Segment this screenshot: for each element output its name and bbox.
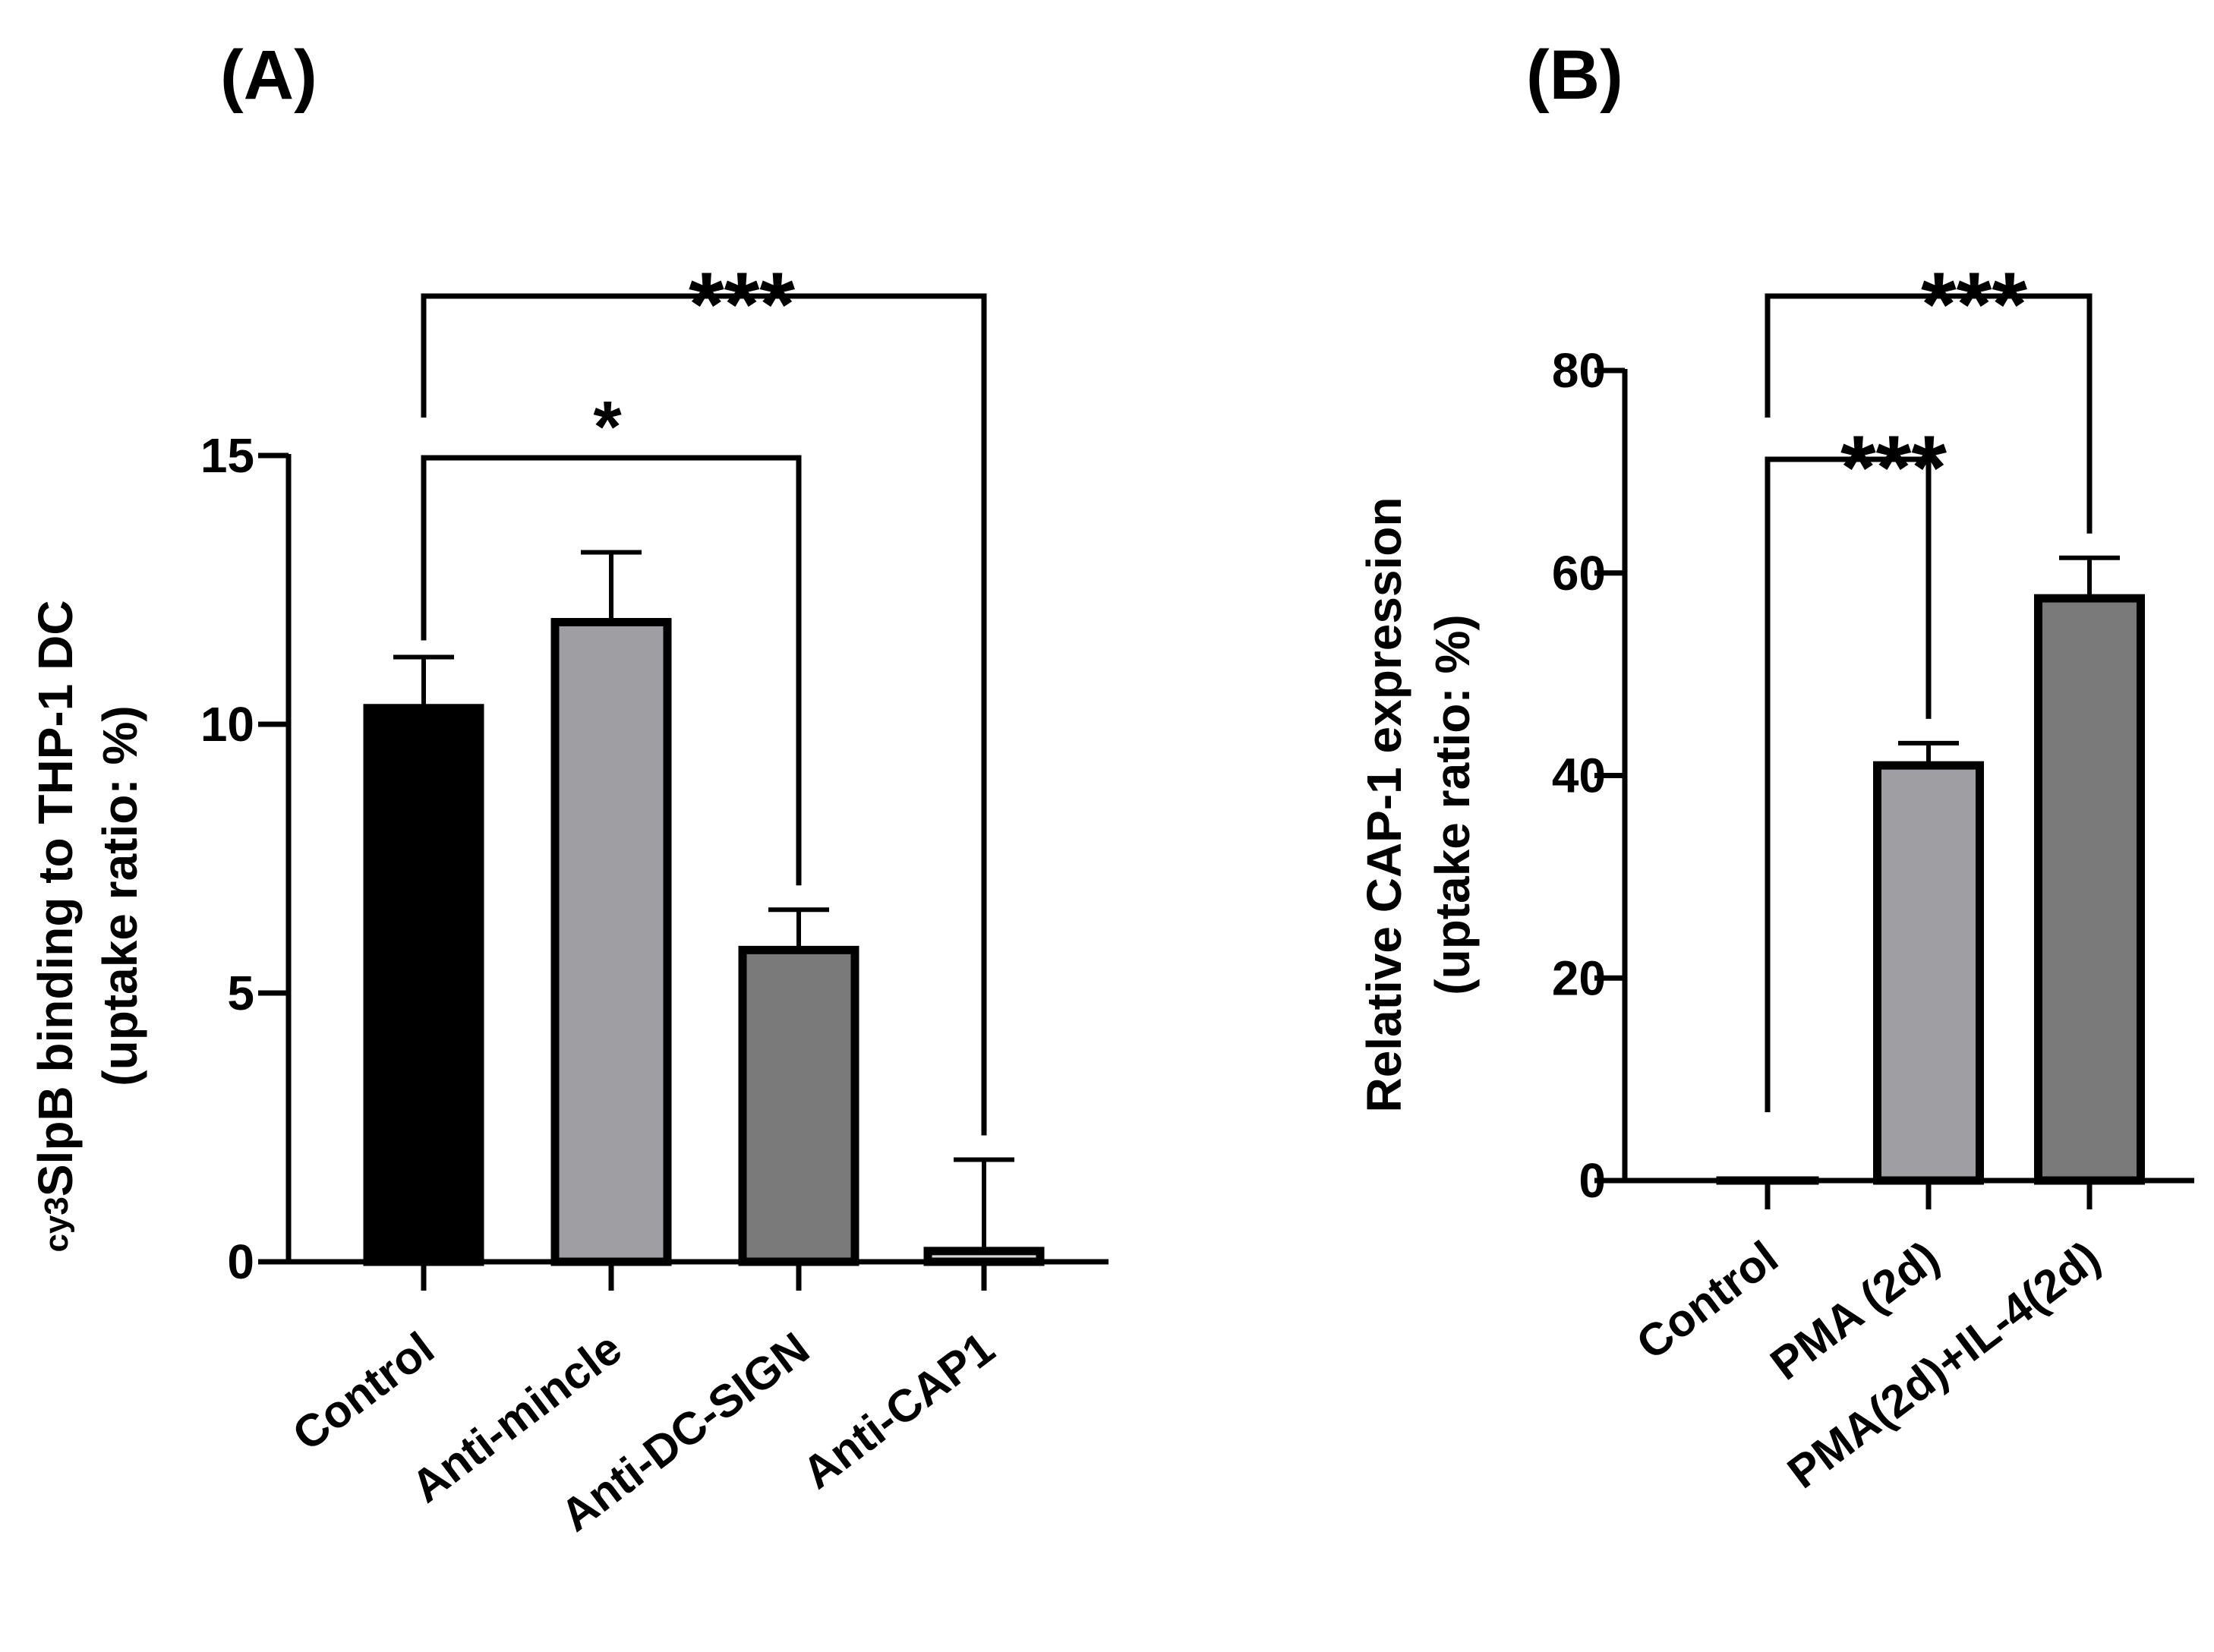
panel-a-y-tick-label: 15 <box>200 428 254 483</box>
panel-b-y-tick-label: 0 <box>1578 1153 1606 1208</box>
svg-text:cy3SlpB binding to THP-1 DC: cy3SlpB binding to THP-1 DC <box>28 600 83 1252</box>
panel-a-y-axis-label-line1: SlpB binding to THP-1 DC <box>28 600 83 1196</box>
panel-a: (A) cy3SlpB binding to THP-1 DC (uptake … <box>28 36 1109 1541</box>
panel-b-bar <box>1873 761 1984 1185</box>
panel-b-y-axis-label: Relative CAP-1 expression <box>1357 497 1411 1113</box>
panel-a-y-tick-label: 10 <box>200 697 254 752</box>
panel-b-y-tick-label: 40 <box>1552 749 1606 803</box>
panel-a-bar <box>923 1247 1045 1266</box>
panel-a-y-tick-label: 0 <box>227 1234 254 1289</box>
panel-a-bar <box>738 945 859 1266</box>
panel-a-significance-label: * <box>593 386 622 468</box>
panel-b: (B) Relative CAP-1 expression (uptake ra… <box>1357 36 2194 1498</box>
panel-a-y-axis-label-line2: (uptake ratio: %) <box>93 705 147 1086</box>
panel-b-bar <box>2034 594 2145 1185</box>
panel-b-y-tick-label: 20 <box>1552 951 1606 1005</box>
panel-a-y-axis-label: cy3SlpB binding to THP-1 DC <box>28 600 83 1252</box>
panel-a-significance-bracket <box>421 293 987 1136</box>
panel-b-y-axis-label-line1: Relative CAP-1 expression <box>1357 497 1411 1113</box>
panel-b-significance-label: *** <box>1921 254 2027 355</box>
panel-b-significance-bracket <box>1765 293 2093 534</box>
panel-a-bar <box>550 617 672 1266</box>
panel-a-y-axis-label-2: (uptake ratio: %) <box>93 705 147 1086</box>
panel-b-y-axis-label-line2: (uptake ratio: %) <box>1425 614 1480 995</box>
panel-a-significance-bracket <box>421 455 802 886</box>
panel-a-label: (A) <box>220 36 317 114</box>
panel-b-label: (B) <box>1526 36 1623 114</box>
panel-a-significance-label: *** <box>689 254 795 355</box>
panel-b-significance-bracket <box>1765 456 1932 1112</box>
panel-b-significance-label: *** <box>1840 417 1947 519</box>
panel-a-x-tick-label: Control <box>283 1323 443 1461</box>
panel-a-y-tick-label: 5 <box>227 966 254 1020</box>
panel-a-bar <box>363 704 484 1266</box>
panel-b-y-tick-label: 60 <box>1552 546 1606 601</box>
panel-a-y-axis-label-prefix: cy3 <box>38 1196 75 1252</box>
panel-a-x-tick-label: Anti-CAP1 <box>793 1323 1004 1499</box>
panel-b-y-axis-label-2: (uptake ratio: %) <box>1425 614 1480 995</box>
panel-b-y-tick-label: 80 <box>1552 343 1606 398</box>
panel-a-plot: 051015ControlAnti-mincleAnti-DC-SIGNAnti… <box>200 254 1109 1541</box>
